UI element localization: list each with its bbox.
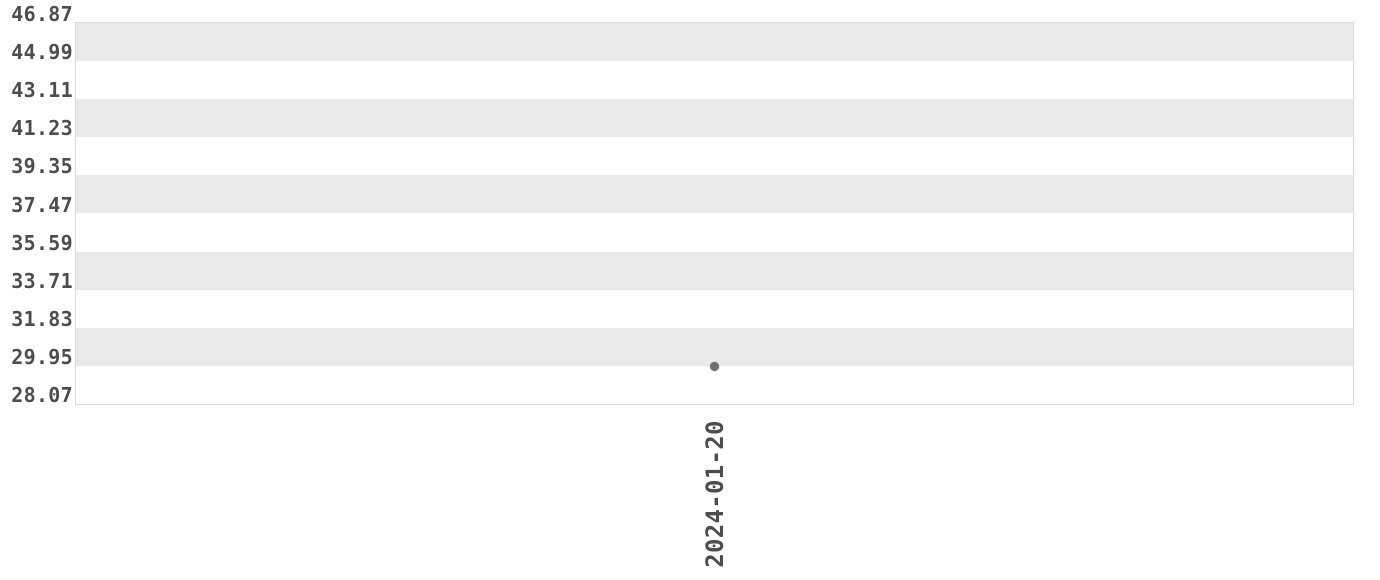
y-axis-tick-label: 35.59 xyxy=(11,230,73,255)
y-axis-tick-label: 46.87 xyxy=(11,2,73,26)
y-axis-tick-label: 41.23 xyxy=(11,116,73,141)
y-axis-tick-label: 39.35 xyxy=(11,154,73,179)
x-axis-tick-label: 2024-01-20 xyxy=(700,420,729,568)
y-axis-tick-label: 43.11 xyxy=(11,78,73,103)
grid-band xyxy=(76,327,1353,366)
y-axis-tick-label: 37.47 xyxy=(11,192,73,217)
y-axis-tick-label: 44.99 xyxy=(11,40,73,65)
grid-band xyxy=(76,99,1353,138)
y-axis-tick-label: 33.71 xyxy=(11,268,73,293)
grid-band xyxy=(76,23,1353,62)
y-axis-tick-label: 29.95 xyxy=(11,344,73,369)
y-axis-tick-label: 31.83 xyxy=(11,306,73,331)
grid-band xyxy=(76,251,1353,290)
plot-area xyxy=(75,22,1354,405)
data-point[interactable] xyxy=(710,362,719,372)
grid-band xyxy=(76,175,1353,214)
y-axis-tick-label: 28.07 xyxy=(11,383,73,407)
